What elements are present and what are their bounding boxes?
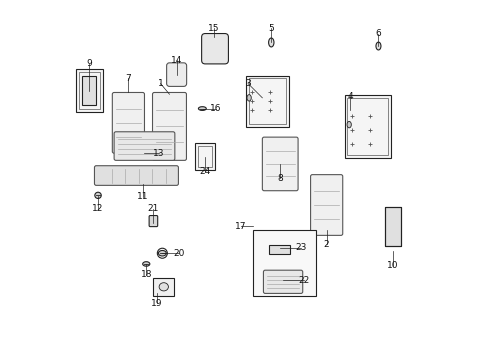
Ellipse shape [95,192,101,198]
Text: 4: 4 [346,91,352,100]
Text: 22: 22 [298,275,309,284]
Text: 14: 14 [171,56,182,65]
FancyBboxPatch shape [112,93,144,153]
Text: 12: 12 [92,204,103,213]
Text: 7: 7 [125,74,131,83]
Text: 24: 24 [199,167,210,176]
FancyBboxPatch shape [201,33,228,64]
Text: 11: 11 [137,192,148,201]
Ellipse shape [159,283,168,291]
Text: 10: 10 [386,261,398,270]
Text: 2: 2 [323,240,329,249]
Bar [79,72,100,109]
Ellipse shape [142,262,149,266]
Ellipse shape [375,42,380,50]
FancyBboxPatch shape [114,132,175,160]
FancyBboxPatch shape [166,63,186,86]
Bar [268,245,289,254]
Text: 16: 16 [210,104,221,113]
Bar [153,278,174,296]
Bar [253,230,315,296]
FancyBboxPatch shape [310,175,342,235]
FancyBboxPatch shape [263,270,302,293]
Text: 23: 23 [295,243,306,252]
Bar [248,78,285,125]
Bar [76,69,102,112]
Ellipse shape [268,38,273,47]
Text: 20: 20 [173,249,185,258]
Bar [198,146,212,167]
Text: 13: 13 [153,149,164,158]
FancyBboxPatch shape [94,166,178,185]
Text: 8: 8 [277,174,283,183]
Bar [384,207,400,246]
Text: 5: 5 [268,24,274,33]
FancyBboxPatch shape [149,216,157,226]
Ellipse shape [246,95,251,101]
Ellipse shape [346,121,350,128]
Bar [384,207,400,246]
Bar [346,98,387,155]
Bar [195,143,215,170]
Text: 9: 9 [86,59,92,68]
Text: 6: 6 [375,29,381,38]
Text: 19: 19 [151,299,163,308]
Bar [344,95,390,158]
Text: 18: 18 [140,270,152,279]
Text: 17: 17 [235,222,246,231]
Text: 21: 21 [147,204,159,213]
FancyBboxPatch shape [152,93,186,160]
FancyBboxPatch shape [262,137,298,191]
Bar [82,76,96,105]
Text: 15: 15 [208,24,220,33]
Ellipse shape [198,107,206,111]
Text: 1: 1 [157,79,163,88]
Text: 3: 3 [244,79,250,88]
Bar [246,76,288,127]
Ellipse shape [346,107,352,114]
Ellipse shape [158,251,166,256]
